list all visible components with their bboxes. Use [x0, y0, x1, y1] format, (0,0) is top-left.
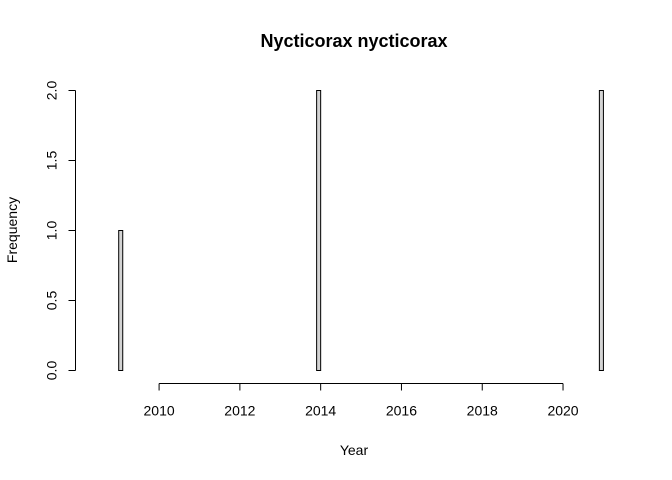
- x-tick-label: 2014: [305, 403, 336, 419]
- x-axis-title: Year: [340, 442, 369, 458]
- y-axis-ticks: 0.0 0.5 1.0 1.5 2.0: [44, 81, 76, 381]
- chart-title: Nycticorax nycticorax: [260, 31, 447, 51]
- x-tick-label: 2020: [547, 403, 578, 419]
- histogram-bar: [316, 90, 322, 371]
- y-tick-label: 1.0: [44, 221, 60, 241]
- x-tick-label: 2010: [144, 403, 175, 419]
- y-tick-label: 0.5: [44, 291, 60, 311]
- histogram-bar: [598, 90, 604, 371]
- bars-group: [118, 90, 604, 371]
- y-axis-title: Frequency: [4, 197, 20, 263]
- x-axis-ticks: 2010 2012 2014 2016 2018 2020: [144, 383, 579, 419]
- x-tick-label: 2012: [224, 403, 255, 419]
- histogram-bar: [118, 230, 124, 371]
- x-tick-label: 2016: [386, 403, 417, 419]
- y-tick-label: 1.5: [44, 151, 60, 171]
- x-tick-label: 2018: [467, 403, 498, 419]
- y-tick-label: 2.0: [44, 81, 60, 101]
- y-tick-label: 0.0: [44, 361, 60, 381]
